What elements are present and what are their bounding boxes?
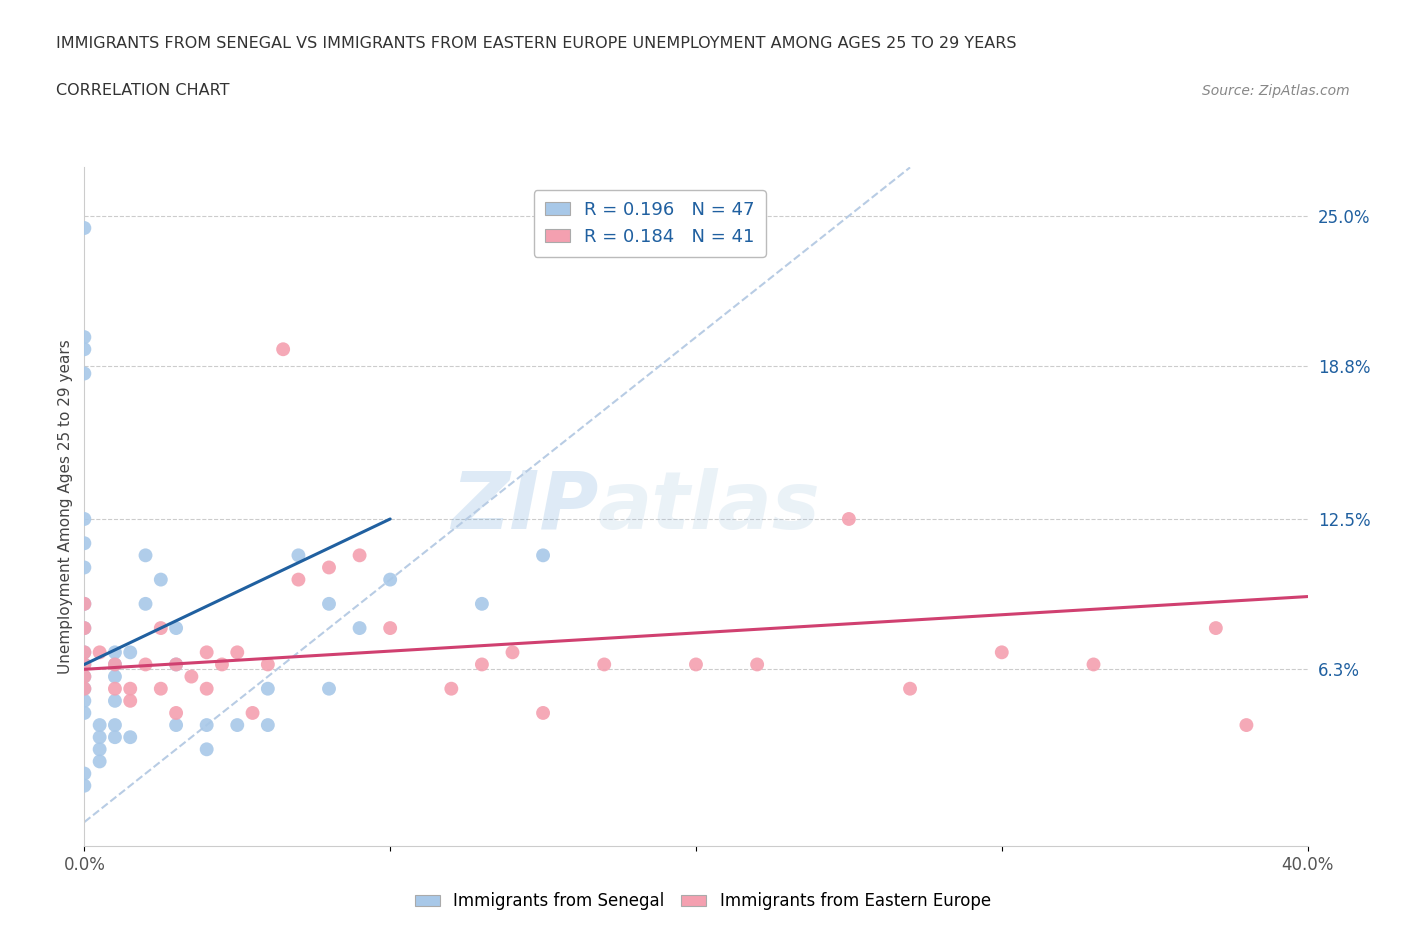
Point (89, 644, 111, 659)
Point (195, 682, 218, 697)
Point (149, 572, 172, 587)
Y-axis label: Unemployment Among Ages 25 to 29 years: Unemployment Among Ages 25 to 29 years (58, 339, 73, 674)
Point (89, 742, 111, 757)
Point (1083, 657, 1105, 671)
Point (135, 657, 157, 671)
Point (104, 644, 127, 659)
Point (73, 536, 96, 551)
Point (73, 778, 96, 793)
Point (287, 548, 309, 563)
Point (104, 670, 127, 684)
Point (120, 694, 142, 709)
Point (73, 596, 96, 611)
Point (1205, 620, 1227, 635)
Point (73, 596, 96, 611)
Point (531, 706, 554, 721)
Point (318, 682, 340, 697)
Point (991, 644, 1014, 659)
Point (165, 706, 187, 721)
Point (104, 694, 127, 709)
Point (73, 644, 96, 659)
Point (73, 694, 96, 709)
Point (195, 644, 218, 659)
Point (287, 572, 309, 587)
Point (120, 730, 142, 745)
Point (257, 718, 280, 733)
Point (73, 682, 96, 697)
Legend: R = 0.196   N = 47, R = 0.184   N = 41: R = 0.196 N = 47, R = 0.184 N = 41 (534, 190, 766, 257)
Point (440, 682, 463, 697)
Point (73, 657, 96, 671)
Point (73, 657, 96, 671)
Point (226, 718, 249, 733)
Point (1236, 718, 1258, 733)
Point (318, 596, 340, 611)
Point (135, 596, 157, 611)
Point (195, 718, 218, 733)
Text: IMMIGRANTS FROM SENEGAL VS IMMIGRANTS FROM EASTERN EUROPE UNEMPLOYMENT AMONG AGE: IMMIGRANTS FROM SENEGAL VS IMMIGRANTS FR… (56, 36, 1017, 51)
Point (195, 742, 218, 757)
Point (73, 512, 96, 526)
Point (838, 512, 860, 526)
Point (257, 657, 280, 671)
Point (73, 620, 96, 635)
Point (73, 620, 96, 635)
Point (242, 706, 264, 721)
Point (531, 548, 554, 563)
Point (211, 657, 233, 671)
Point (73, 766, 96, 781)
Point (318, 560, 340, 575)
Point (135, 548, 157, 563)
Point (120, 644, 142, 659)
Point (380, 572, 402, 587)
Point (104, 657, 127, 671)
Point (165, 718, 187, 733)
Point (349, 620, 371, 635)
Text: Source: ZipAtlas.com: Source: ZipAtlas.com (1202, 84, 1350, 98)
Point (73, 670, 96, 684)
Point (73, 366, 96, 381)
Point (104, 682, 127, 697)
Point (471, 657, 494, 671)
Point (104, 718, 127, 733)
Point (180, 670, 202, 684)
Point (380, 620, 402, 635)
Text: ZIP: ZIP (451, 468, 598, 546)
Point (89, 718, 111, 733)
Legend: Immigrants from Senegal, Immigrants from Eastern Europe: Immigrants from Senegal, Immigrants from… (409, 885, 997, 917)
Point (73, 706, 96, 721)
Point (271, 342, 294, 357)
Point (73, 330, 96, 345)
Point (120, 682, 142, 697)
Point (165, 657, 187, 671)
Point (89, 730, 111, 745)
Point (593, 657, 616, 671)
Point (165, 657, 187, 671)
Point (349, 548, 371, 563)
Point (104, 730, 127, 745)
Point (73, 342, 96, 357)
Point (898, 682, 921, 697)
Point (149, 620, 172, 635)
Point (89, 754, 111, 769)
Point (685, 657, 707, 671)
Point (165, 620, 187, 635)
Text: CORRELATION CHART: CORRELATION CHART (56, 83, 229, 98)
Point (73, 220, 96, 235)
Point (73, 560, 96, 575)
Point (73, 670, 96, 684)
Point (104, 657, 127, 671)
Point (257, 682, 280, 697)
Point (747, 657, 769, 671)
Point (226, 644, 249, 659)
Point (502, 644, 524, 659)
Text: atlas: atlas (598, 468, 821, 546)
Point (471, 596, 494, 611)
Point (73, 644, 96, 659)
Point (73, 682, 96, 697)
Point (149, 682, 172, 697)
